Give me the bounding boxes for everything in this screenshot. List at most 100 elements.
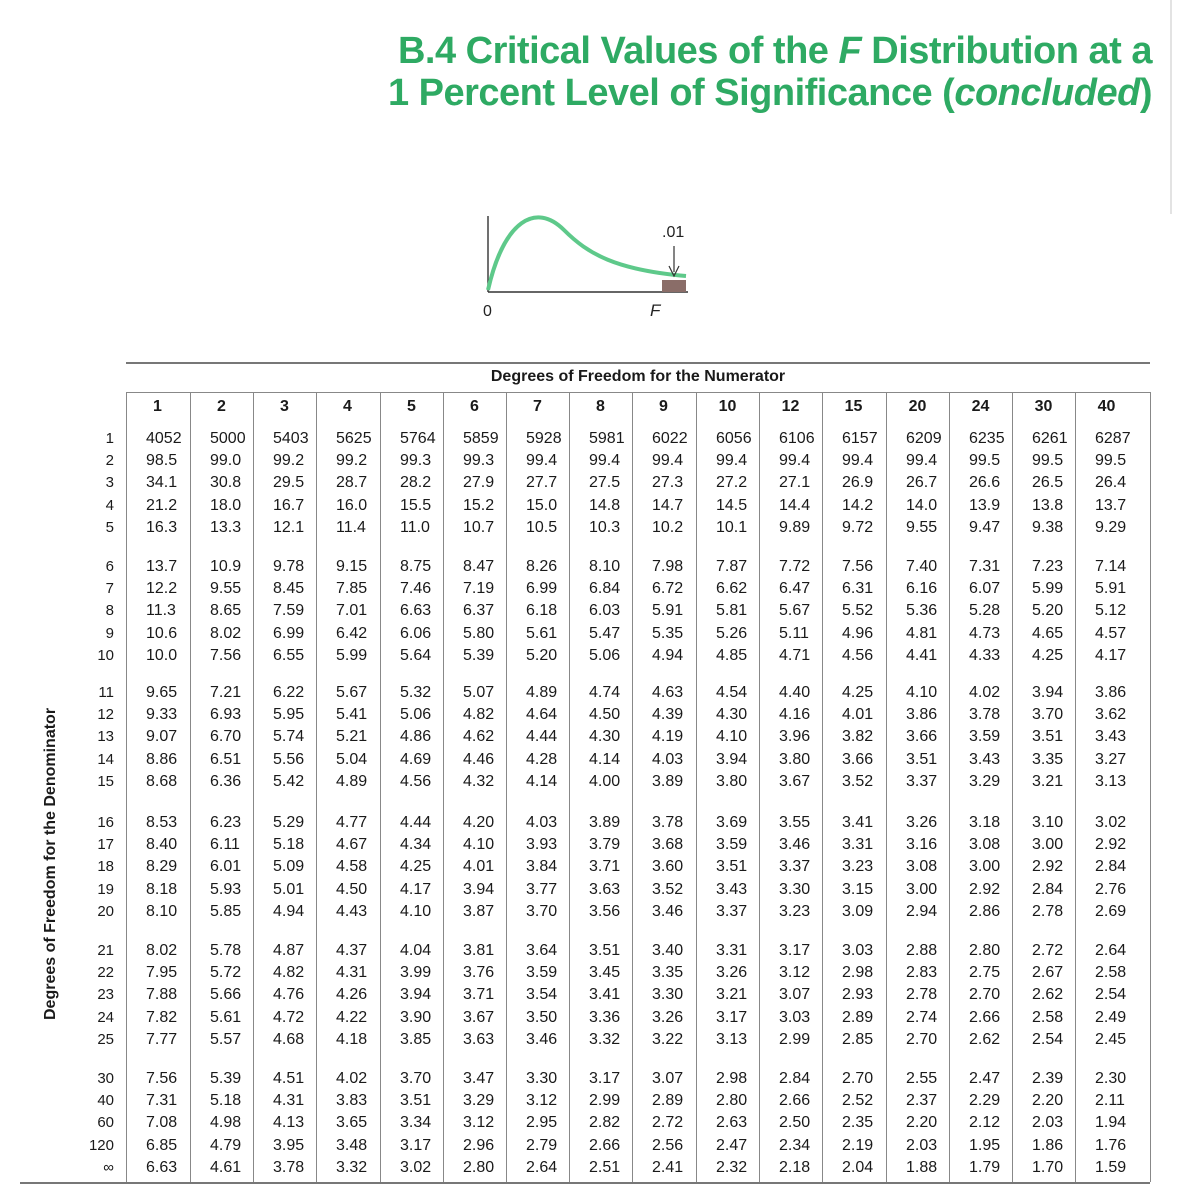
table-cell: 3.13 [1095,772,1127,790]
table-cell: 3.62 [1095,706,1127,724]
column-divider [822,392,823,1182]
table-cell: 4.73 [969,624,1001,642]
table-cell: 5.04 [336,750,368,768]
table-cell: 4.28 [526,750,558,768]
denominator-df-label: 19 [97,880,114,898]
table-cell: 28.2 [400,474,432,492]
origin-label: 0 [483,303,492,320]
table-cell: 3.87 [463,902,495,920]
table-cell: 3.15 [842,880,874,898]
denominator-df-label: 15 [97,772,114,790]
table-cell: 3.99 [400,964,432,982]
table-cell: 27.3 [652,474,684,492]
table-cell: 9.07 [146,728,178,746]
table-cell: 3.70 [526,902,558,920]
table-cell: 4.51 [273,1070,305,1087]
table-cell: 7.88 [146,986,178,1004]
table-cell: 4.37 [336,942,368,959]
table-cell: 6.72 [652,580,684,598]
table-cell: 99.4 [906,452,938,470]
column-divider [380,392,381,1182]
table-cell: 3.07 [652,1070,684,1087]
table-cell: 6.37 [463,602,495,620]
column-divider [569,392,570,1182]
table-cell: 7.95 [146,964,178,982]
table-cell: 13.3 [210,518,242,536]
table-cell: 4.17 [400,880,432,898]
table-cell: 9.33 [146,706,178,724]
table-cell: 2.52 [842,1092,874,1110]
table-cell: 4.62 [463,728,495,746]
table-cell: 6.01 [210,858,242,876]
table-cell: 2.69 [1095,902,1127,920]
table-cell: 3.26 [716,964,748,982]
table-cell: 2.89 [842,1008,874,1026]
denominator-df-label: 25 [97,1030,114,1048]
table-cell: 7.85 [336,580,368,598]
table-cell: 4.76 [273,986,305,1004]
table-cell: 11.0 [400,518,430,536]
table-cell: 2.64 [526,1158,558,1176]
table-cell: 30.8 [210,474,242,492]
table-cell: 7.23 [1032,558,1064,575]
table-cell: 3.55 [779,814,811,831]
table-cell: 2.72 [652,1114,684,1132]
table-cell: 8.18 [146,880,178,898]
f-distribution-figure: .01 0 F [483,215,688,320]
table-cell: 5.80 [463,624,495,642]
table-cell: 5.06 [400,706,432,724]
table-cell: 7.56 [146,1070,178,1087]
table-cell: 5.99 [336,646,368,664]
table-cell: 3.78 [273,1158,305,1176]
table-cell: 2.35 [842,1114,874,1132]
table-cell: 3.37 [779,858,811,876]
table-cell: 3.51 [589,942,621,959]
table-cell: 99.4 [526,452,558,470]
table-cell: 4.01 [463,858,495,876]
table-cell: 2.80 [969,942,1001,959]
denominator-df-label: 4 [105,496,114,514]
table-cell: 21.2 [146,496,178,514]
table-cell: 98.5 [146,452,178,470]
table-cell: 5.41 [336,706,368,724]
table-cell: 2.47 [969,1070,1001,1087]
denominator-df-label: 120 [88,1136,114,1154]
denominator-df-label: 22 [97,964,114,982]
table-cell: 16.0 [336,496,368,514]
column-header: 8 [596,398,605,415]
table-cell: 2.19 [842,1136,874,1154]
table-cell: 4.94 [652,646,684,664]
table-cell: 8.40 [146,836,178,854]
table-cell: 11.4 [336,518,366,536]
column-header: 12 [781,398,800,415]
table-cell: 7.19 [463,580,495,598]
table-cell: 4.50 [589,706,621,724]
table-cell: 4.01 [842,706,874,724]
table-cell: 3.68 [652,836,684,854]
table-cell: 7.56 [842,558,874,575]
table-cell: 3.59 [716,836,748,854]
table-cell: 3.21 [716,986,748,1004]
table-cell: 3.26 [906,814,938,831]
table-cell: 3.95 [273,1136,305,1154]
denominator-df-label: 5 [105,518,114,536]
table-cell: 4.69 [400,750,432,768]
table-cell: 26.9 [842,474,874,492]
table-cell: 6.42 [336,624,368,642]
table-cell: 3.23 [842,858,874,876]
table-cell: 3.66 [842,750,874,768]
table-cell: 4.14 [526,772,558,790]
table-cell: 3.08 [969,836,1001,854]
table-cell: 3.81 [463,942,495,959]
column-divider [1075,392,1076,1182]
table-cell: 3.78 [652,814,684,831]
table-cell: 8.75 [400,558,432,575]
table-cell: 4.00 [589,772,621,790]
table-cell: 5.12 [1095,602,1127,620]
table-cell: 2.66 [969,1008,1001,1026]
table-cell: 16.3 [146,518,178,536]
table-cell: 16.7 [273,496,305,514]
table-cell: 8.45 [273,580,305,598]
table-cell: 4.25 [400,858,432,876]
denominator-df-label: 8 [105,602,114,620]
